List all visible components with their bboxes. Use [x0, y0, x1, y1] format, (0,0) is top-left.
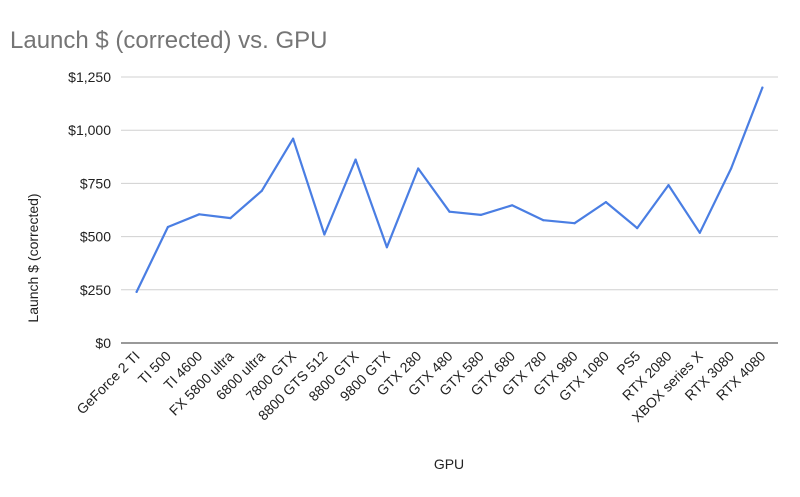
y-tick-label: $1,250 — [68, 69, 111, 85]
gridlines — [121, 76, 778, 344]
data-point — [135, 290, 138, 293]
chart-title: Launch $ (corrected) vs. GPU — [10, 27, 327, 54]
data-point — [479, 213, 482, 216]
data-point — [761, 86, 764, 89]
y-tick-label: $500 — [80, 229, 111, 245]
series-line — [135, 86, 764, 293]
y-tick-label: $750 — [80, 175, 111, 191]
data-point — [573, 222, 576, 225]
y-tick-label: $250 — [80, 282, 111, 298]
data-point — [354, 158, 357, 161]
data-point — [730, 167, 733, 170]
data-point — [323, 233, 326, 236]
data-point — [417, 167, 420, 170]
y-axis-label: Launch $ (corrected) — [25, 193, 41, 322]
data-point — [667, 184, 670, 187]
data-point — [636, 227, 639, 230]
data-point — [510, 204, 514, 207]
y-tick-label: $1,000 — [68, 122, 111, 138]
y-axis-ticks: $0 $250 $500 $750 $1,000 $1,250 — [68, 69, 111, 351]
data-point — [198, 213, 201, 216]
x-axis-label: GPU — [434, 456, 464, 472]
data-point — [292, 137, 295, 140]
data-point — [698, 231, 701, 234]
data-point — [604, 201, 608, 204]
data-point — [448, 210, 451, 213]
data-point — [385, 246, 388, 249]
data-point — [542, 219, 545, 222]
y-tick-label: $0 — [95, 335, 111, 351]
data-point — [166, 225, 169, 229]
data-point — [229, 217, 232, 220]
x-tick-label: GeForce 2 TI — [73, 348, 142, 417]
data-point — [260, 189, 263, 192]
series-lines — [135, 86, 764, 293]
